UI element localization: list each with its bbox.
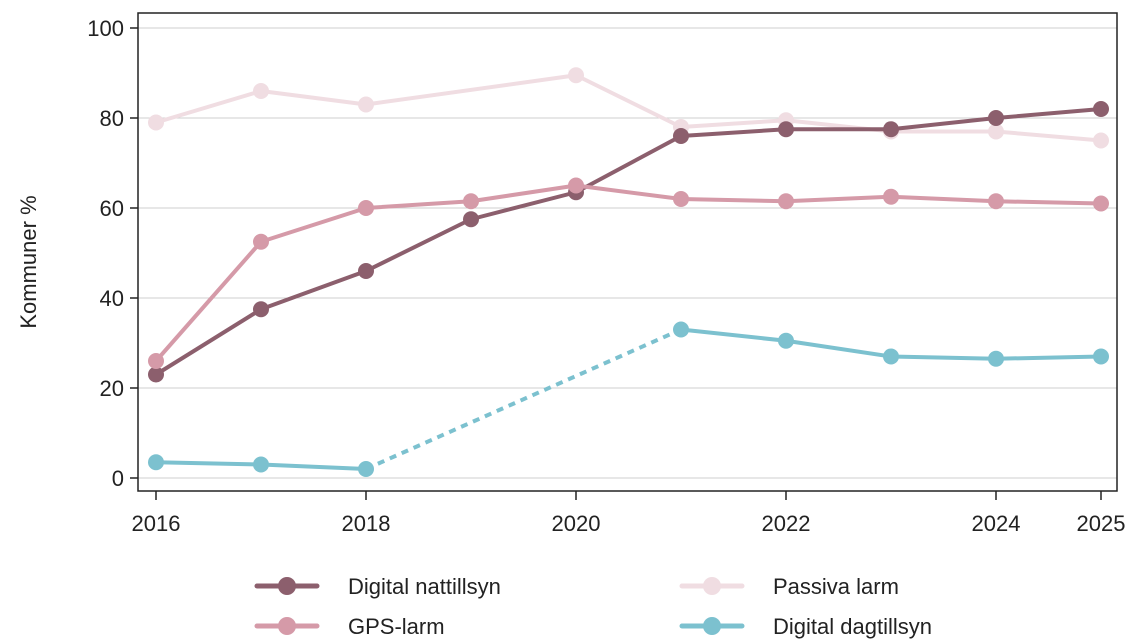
x-tick-label: 2016 [132, 511, 181, 536]
series-segment [574, 73, 683, 129]
legend-swatch-marker [278, 577, 296, 595]
data-point [253, 83, 269, 99]
series-passiva-larm [148, 67, 1109, 149]
data-point [1093, 132, 1109, 149]
data-point [568, 67, 584, 84]
data-point [253, 456, 269, 473]
series-segment-dashed [365, 327, 682, 471]
data-point [1093, 195, 1109, 212]
data-point [988, 350, 1004, 367]
series-digital-nattillsyn [148, 101, 1109, 383]
series-segment [574, 134, 683, 195]
data-point [988, 193, 1004, 210]
y-tick-label: 100 [87, 16, 124, 41]
data-point [358, 461, 374, 477]
series-segment [364, 73, 578, 107]
data-point [148, 366, 164, 383]
series-segment [994, 107, 1103, 120]
data-point [148, 353, 164, 369]
series-segment [259, 206, 368, 244]
data-point [778, 332, 794, 349]
series-segment [259, 269, 368, 312]
series-segment [154, 89, 263, 125]
series-segment [994, 354, 1103, 361]
data-point [463, 193, 479, 210]
data-point [358, 200, 374, 216]
legend-label: Digital dagtillsyn [773, 614, 932, 639]
data-point [673, 321, 689, 338]
series-segment [784, 338, 893, 359]
data-point [253, 301, 269, 318]
series-segment [154, 307, 263, 377]
legend-item: GPS-larm [254, 614, 445, 639]
series-segment [574, 183, 683, 201]
y-axis-title: Kommuner % [16, 195, 41, 328]
legend-item: Digital dagtillsyn [679, 614, 932, 639]
data-point [988, 123, 1004, 140]
series-digital-dagtillsyn [148, 321, 1109, 477]
legend-label: Passiva larm [773, 574, 899, 599]
x-tick-label: 2018 [342, 511, 391, 536]
data-point [358, 96, 374, 113]
grid-lines [138, 27, 1117, 479]
series-segment [994, 129, 1103, 143]
data-point [1093, 101, 1109, 117]
series-segment [679, 118, 788, 129]
series-segment [259, 462, 368, 471]
y-tick-label: 40 [100, 286, 124, 311]
data-point [778, 193, 794, 210]
series-segment [889, 194, 998, 204]
data-point [883, 121, 899, 138]
legend: Digital nattillsyn Passiva larm GPS-larm Di… [254, 574, 932, 639]
series-segment [679, 327, 788, 343]
series-segment [364, 217, 473, 273]
series-gps-larm [148, 177, 1109, 369]
x-tick-label: 2024 [972, 511, 1021, 536]
legend-swatch-marker [703, 577, 721, 595]
series-layer [148, 67, 1109, 477]
data-point [673, 191, 689, 207]
data-point [463, 211, 479, 228]
x-tick-label: 2025 [1077, 511, 1126, 536]
data-point [148, 114, 164, 131]
series-segment [784, 194, 893, 204]
plot-frame [137, 12, 1118, 492]
series-segment [994, 199, 1103, 206]
data-point [883, 348, 899, 365]
legend-item: Digital nattillsyn [254, 574, 501, 599]
series-segment [889, 116, 998, 132]
series-segment [469, 190, 578, 222]
x-tick-label: 2022 [762, 511, 811, 536]
legend-swatch-marker [278, 617, 296, 635]
data-point [778, 121, 794, 138]
series-segment [154, 460, 263, 467]
y-tick-label: 0 [112, 466, 124, 491]
axes: 0 20 40 60 80 100 2016 2018 2020 2022 2024 2025 [87, 16, 1125, 536]
series-segment [679, 197, 788, 204]
series-segment [469, 183, 578, 204]
series-segment [889, 354, 998, 361]
x-tick-label: 2020 [552, 511, 601, 536]
series-segment [679, 127, 788, 138]
data-point [568, 177, 584, 194]
series-segment [259, 89, 368, 107]
series-segment [154, 239, 263, 363]
y-tick-label: 60 [100, 196, 124, 221]
data-point [1093, 348, 1109, 365]
y-tick-label: 80 [100, 106, 124, 131]
legend-label: GPS-larm [348, 614, 445, 639]
legend-swatch-marker [703, 617, 721, 635]
data-point [883, 188, 899, 205]
series-segment [364, 199, 473, 210]
legend-item: Passiva larm [679, 574, 899, 599]
data-point [988, 110, 1004, 126]
data-point [358, 263, 374, 279]
data-point [673, 128, 689, 144]
legend-label: Digital nattillsyn [348, 574, 501, 599]
y-tick-label: 20 [100, 376, 124, 401]
data-point [148, 454, 164, 471]
data-point [253, 233, 269, 250]
